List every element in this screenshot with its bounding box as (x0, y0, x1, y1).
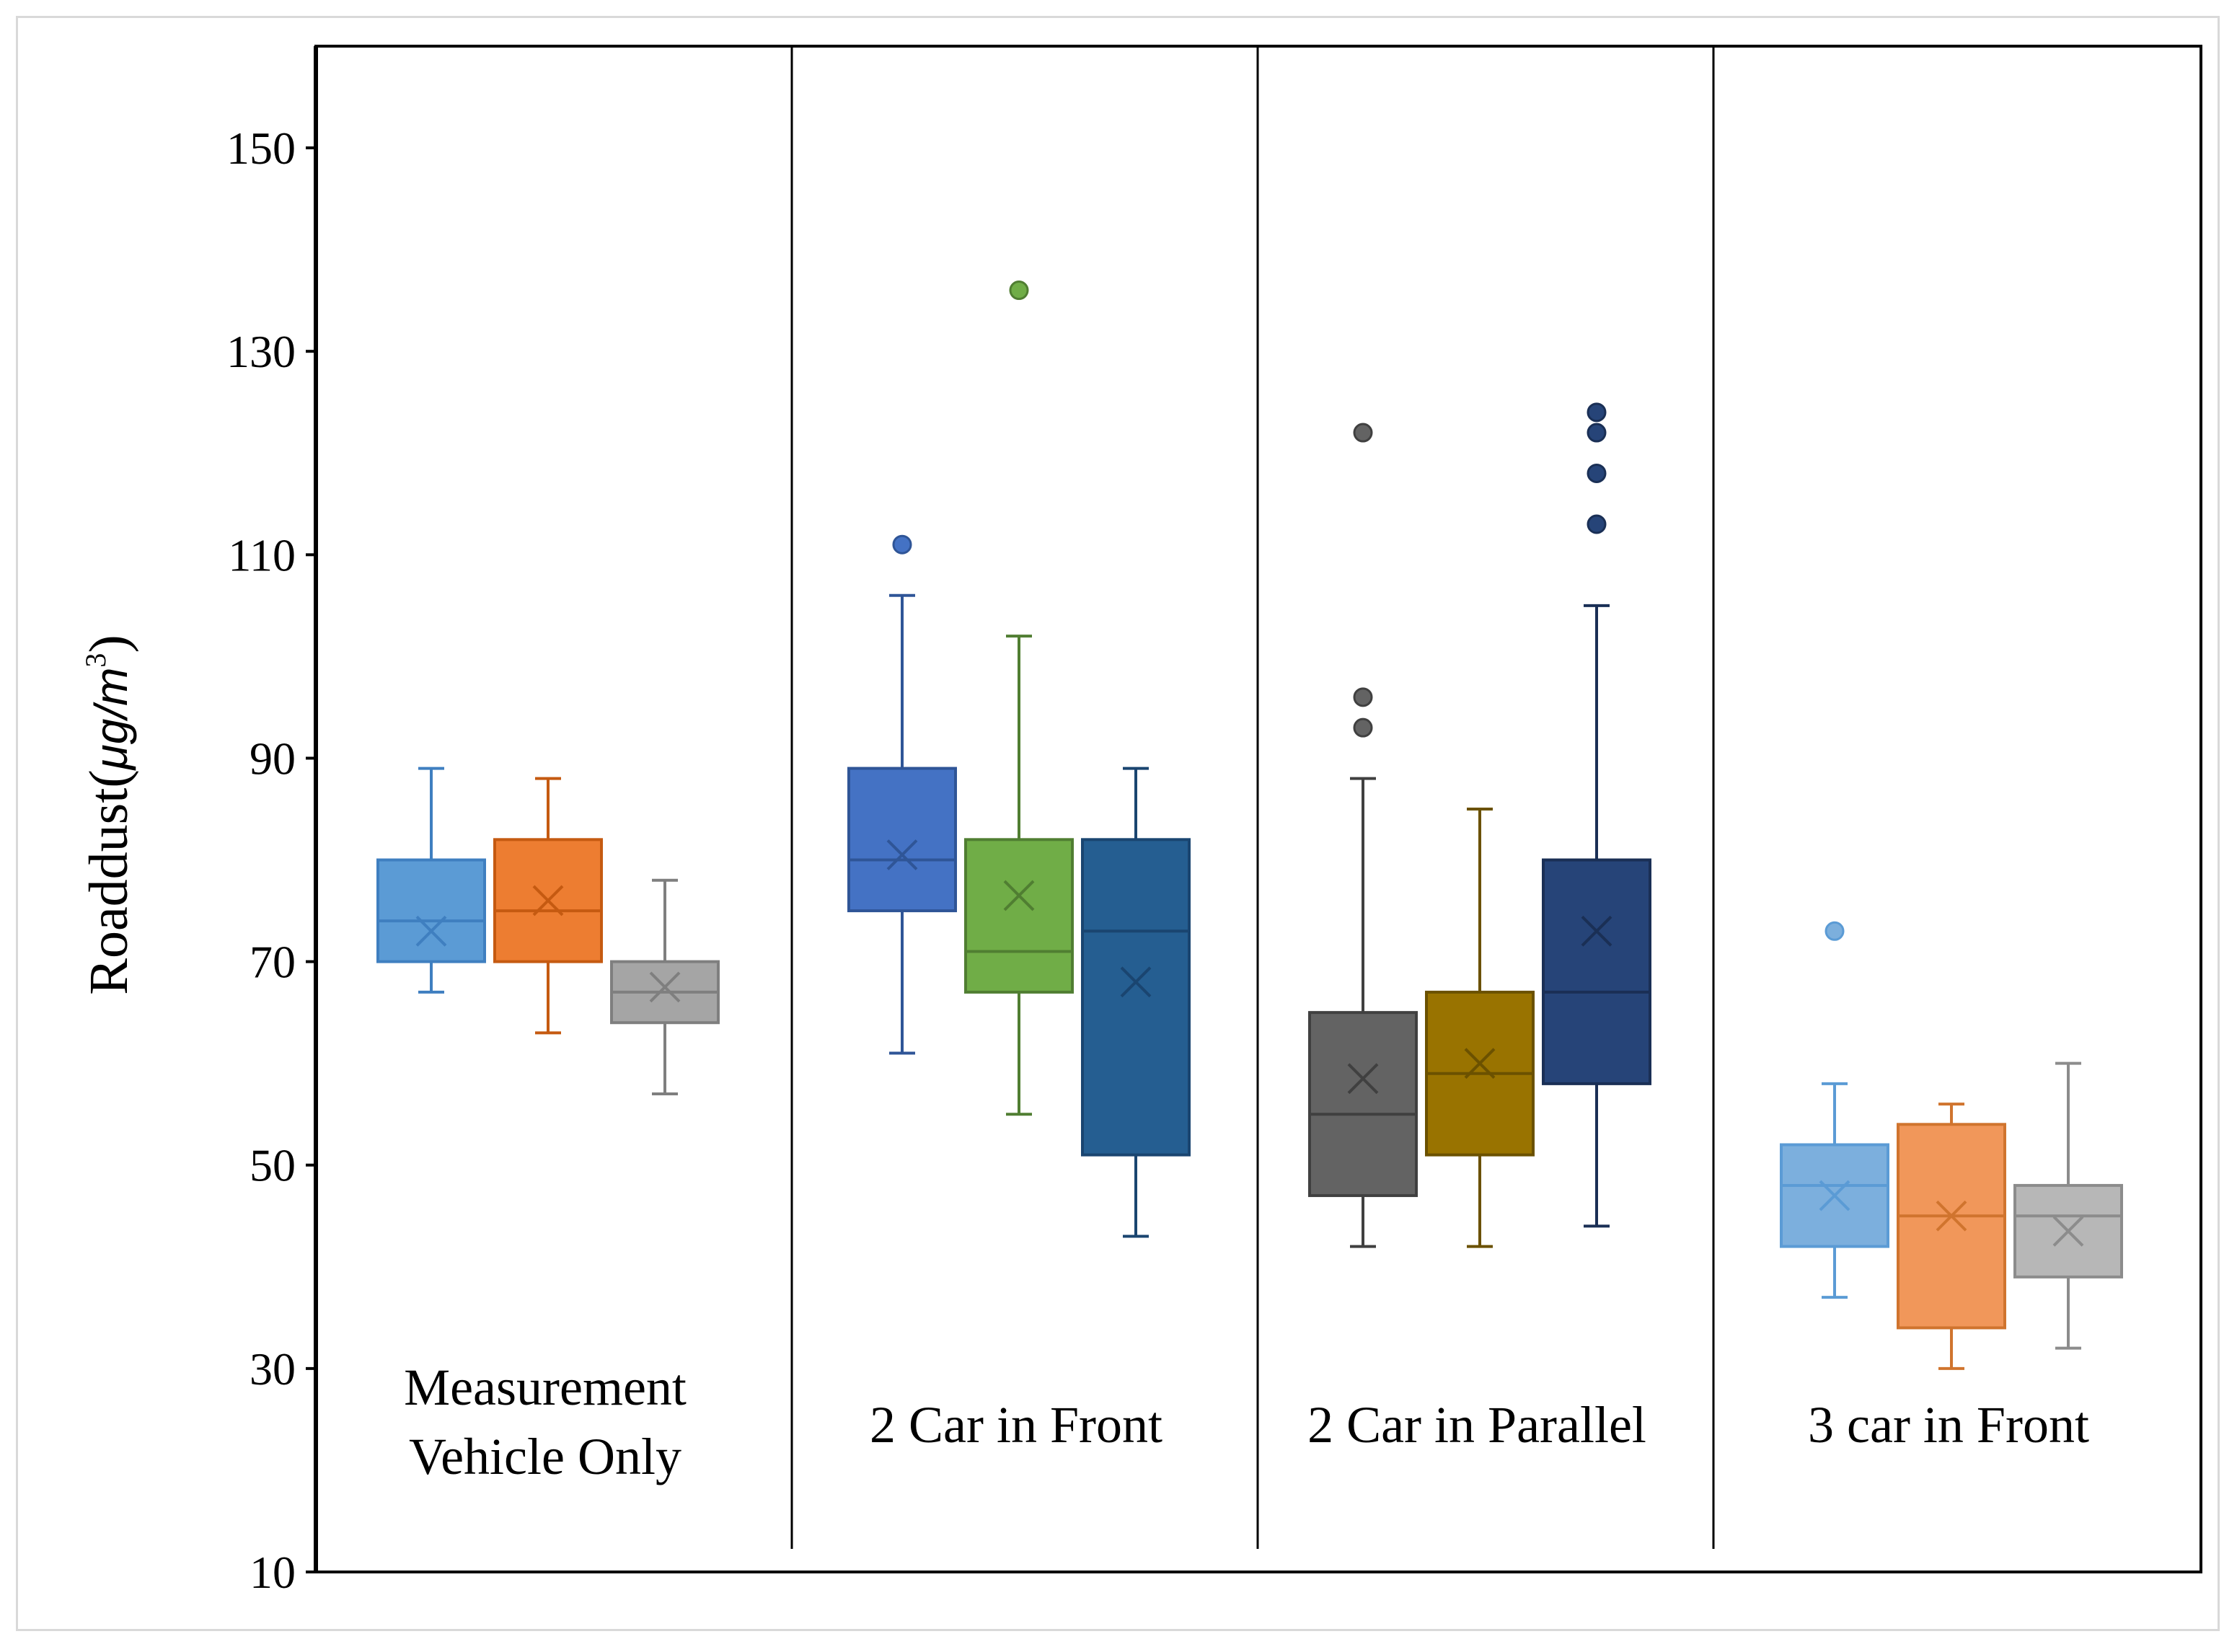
mean-marker (1581, 915, 1612, 947)
plot-area: 10 30 50 70 90 110 130 150 Measurement Vehicle On… (226, 45, 2202, 1598)
y-tick-label: 110 (228, 529, 296, 580)
y-tick-label: 10 (250, 1547, 296, 1598)
group-label: 2 Car in Parallel (1307, 1396, 1646, 1454)
mean-marker (1464, 1048, 1496, 1079)
y-axis-title-main: Roaddust( (79, 769, 139, 994)
box-iqr (376, 858, 486, 963)
outlier-point (892, 534, 912, 555)
mean-marker (1003, 880, 1035, 911)
box-iqr (1081, 838, 1191, 1157)
chart-frame (16, 16, 2220, 1631)
outlier-point (1587, 463, 1607, 483)
outlier-point (1009, 281, 1029, 301)
outlier-point (1587, 402, 1607, 423)
y-tick-label: 70 (250, 937, 296, 988)
group-label: 2 Car in Front (870, 1396, 1162, 1454)
group-label: Vehicle Only (409, 1428, 681, 1485)
y-tick-label: 50 (250, 1140, 296, 1191)
group-label: 3 car in Front (1808, 1396, 2089, 1454)
box-iqr (1542, 858, 1651, 1085)
mean-marker (415, 915, 447, 947)
y-tick-label: 90 (250, 733, 296, 784)
outlier-point (1587, 514, 1607, 534)
y-tick-label: 30 (250, 1343, 296, 1395)
box-iqr (847, 767, 957, 913)
y-tick-label: 130 (226, 326, 296, 377)
y-axis-title-close: ) (79, 635, 139, 653)
outlier-point (1825, 921, 1845, 941)
mean-marker (1347, 1063, 1379, 1095)
outlier-point (1353, 717, 1373, 738)
mean-marker (886, 839, 918, 870)
box-iqr (1308, 1011, 1418, 1198)
mean-marker (649, 971, 681, 1003)
mean-marker (1936, 1200, 1967, 1232)
mean-marker (2052, 1216, 2084, 1247)
outlier-point (1587, 423, 1607, 443)
mean-marker (532, 885, 564, 916)
y-axis-title-exponent: 3 (79, 653, 112, 668)
box-iqr (1897, 1123, 2006, 1330)
y-axis-title: Roaddust(μg/m3) (79, 635, 139, 995)
mean-marker (1120, 966, 1152, 998)
box-iqr (964, 838, 1074, 994)
mean-marker (1819, 1180, 1850, 1211)
y-tick-label: 150 (226, 123, 296, 174)
group-label: Measurement (404, 1359, 687, 1416)
outlier-point (1353, 687, 1373, 707)
y-axis-title-unit: μg/m (85, 668, 137, 772)
outlier-point (1353, 423, 1373, 443)
